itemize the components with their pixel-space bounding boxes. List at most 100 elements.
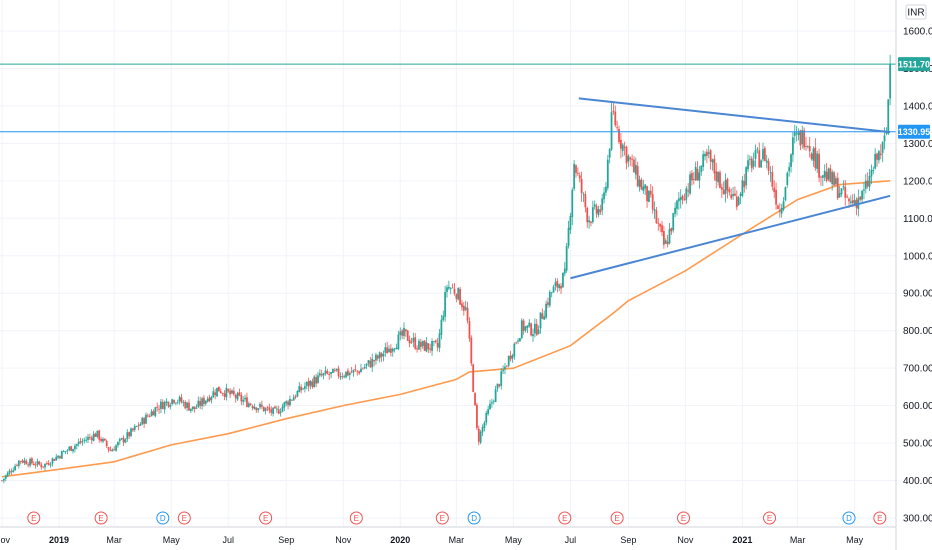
candle-body [784,187,787,201]
candle-body [203,397,205,405]
candle-body [257,408,260,411]
candle-body [840,188,843,195]
candle-body [709,150,712,162]
candle-body [446,287,448,292]
candle-body [113,449,116,451]
candle-body [412,337,415,342]
candle-body [629,157,632,160]
candle-body [558,284,561,289]
candle-body [124,439,127,443]
event-marker-label: E [767,514,772,523]
candle-body [457,287,460,300]
candle-body [616,127,619,129]
candle-body [793,132,796,136]
time-axis[interactable]: Nov 2019 Mar May Jul Sep Nov 2020 Mar May Jul Sep No… [0,535,864,545]
candle-body [40,464,43,468]
candle-body [208,397,211,402]
candle-body [378,352,381,359]
dividend-marker [156,511,170,525]
candle-body [128,432,131,437]
candle-body [612,110,615,112]
candle-body [32,463,35,466]
candle-body [619,139,622,149]
price-tick-label: 1200.00 [903,176,932,187]
candle-body [341,376,344,377]
dividend-marker [467,511,481,525]
candle-body [728,189,731,193]
candle-body [148,416,151,418]
candle-body [268,407,271,411]
earnings-marker [94,511,108,525]
candle-body [724,180,727,194]
trend-lines[interactable] [570,97,891,280]
candle-body [823,170,826,178]
price-tick-label: 800.00 [903,326,932,337]
candle-body [676,200,678,209]
candle-body [737,197,740,206]
candle-body [275,408,278,410]
candle-body [352,369,355,373]
candle-body [135,426,138,427]
candle-body [440,319,443,335]
candle-body [143,418,146,424]
candle-body [535,323,538,335]
candle-body [150,411,153,417]
candle-body [522,320,525,331]
candle-body [610,112,613,150]
candle-body [692,179,695,180]
candle-body [191,406,194,410]
candle-body [797,132,800,136]
candle-body [193,406,196,410]
time-tick-label: Mar [106,535,122,545]
candle-body [231,390,233,394]
candle-body [247,403,250,408]
candle-body [556,280,559,288]
moving-average-path [1,180,891,478]
candle-body [560,285,562,289]
earnings-marker [610,511,624,525]
candle-body [659,224,662,227]
price-badges: 1511.70 1330.95 [898,57,930,139]
price-tick-label: 900.00 [903,289,932,300]
candle-body [176,401,179,403]
candle-body [782,201,785,210]
candle-body [262,406,265,412]
candle-body [210,397,213,401]
price-tick-label: 500.00 [903,439,932,450]
candle-body [700,165,703,173]
time-tick-label: 2021 [732,535,752,545]
candle-body [584,194,587,208]
candle-body [384,347,387,353]
price-tick-label: 1300.00 [903,139,932,150]
candle-body [232,390,235,395]
event-marker-label: E [182,514,187,523]
event-marker-label: E [263,514,268,523]
candle-body [842,186,845,188]
candle-body [876,153,878,160]
candle-body [524,326,527,331]
price-axis[interactable]: 300.00 400.00 500.00 600.00 700.00 800.00 900.… [903,27,932,525]
candle-body [487,409,490,414]
candle-body [393,348,396,350]
candle-body [763,148,766,161]
candle-body [477,428,480,442]
candle-body [466,307,469,321]
candle-body [4,475,7,479]
candle-body [648,190,650,202]
candle-body [197,400,200,408]
trend-line [570,194,891,280]
candle-body [277,409,280,414]
candle-body [601,198,604,211]
candle-body [223,393,226,397]
candle-body [515,342,518,344]
candle-body [59,456,61,459]
candle-body [219,391,222,394]
candle-body [126,432,129,440]
candle-body [60,451,63,459]
candle-body [704,153,706,157]
candle-body [707,152,710,155]
candle-body [88,437,91,438]
candle-body [838,193,841,198]
candle-body [53,459,56,461]
